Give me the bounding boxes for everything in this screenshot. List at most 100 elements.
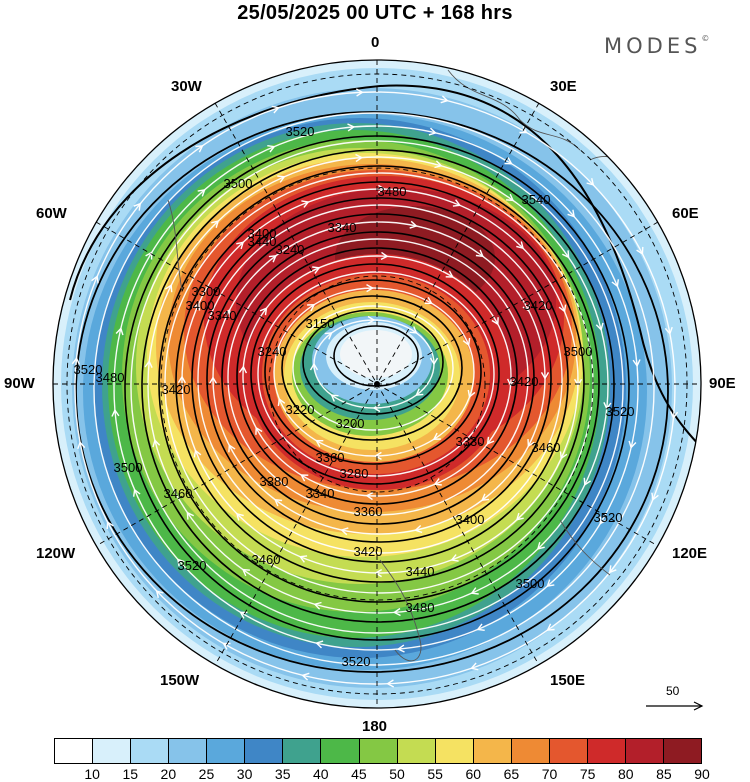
contour-label: 3500: [114, 460, 143, 475]
colorbar-tick-label: 80: [617, 766, 634, 782]
arrowhead: [106, 520, 114, 530]
contour-label: 3240: [258, 344, 287, 359]
streamline: [164, 172, 594, 594]
arrowhead: [470, 662, 479, 671]
arrowhead: [504, 157, 513, 165]
arrowhead: [434, 160, 443, 169]
arrowhead: [611, 279, 619, 288]
contour-line: [264, 279, 482, 465]
arrowhead: [628, 440, 637, 449]
contour-label: 3360: [316, 450, 345, 465]
arrowhead: [559, 451, 568, 460]
contour-label: 3200: [336, 416, 365, 431]
arrowhead: [450, 554, 459, 562]
arrowhead: [133, 488, 141, 497]
colorbar-tick-label: 20: [160, 766, 177, 782]
arrowhead: [372, 403, 381, 413]
contour-line: [158, 165, 600, 603]
contour-label: 3480: [96, 370, 125, 385]
map-title: 25/05/2025 00 UTC + 168 hrs: [237, 2, 513, 24]
arrowhead: [340, 527, 349, 536]
arrowhead: [374, 451, 382, 461]
arrowhead: [238, 365, 248, 374]
streamline: [181, 188, 579, 574]
colorbar-cell: [169, 739, 208, 763]
arrowhead: [558, 304, 567, 313]
lon-label-30e: 30E: [550, 78, 577, 95]
arrowhead: [271, 105, 280, 114]
arrowhead: [536, 542, 545, 550]
arrowhead: [177, 375, 187, 384]
arrowhead: [267, 145, 276, 153]
lon-label-30w: 30W: [171, 78, 202, 95]
contour-label: 3340: [208, 308, 237, 323]
arrowhead: [380, 251, 389, 261]
colorbar-cell: [511, 739, 550, 763]
lon-label-90w: 90W: [4, 375, 35, 392]
arrowhead: [386, 679, 395, 688]
coastline-australia: [559, 519, 611, 576]
latitude-circle: [66, 73, 688, 695]
colorbar-cell: [625, 739, 664, 763]
arrowhead: [312, 266, 321, 274]
arrowhead: [586, 178, 595, 186]
map-boundary: [52, 59, 702, 709]
arrowhead: [432, 432, 441, 441]
arrowhead: [475, 249, 484, 258]
arrowhead: [347, 123, 356, 132]
arrowhead: [177, 558, 185, 567]
colorbar-tick-labels: 10 15 20 25 30 35 40 45 50 55 60 65 70 75 80 85 90: [0, 766, 750, 782]
streamline: [74, 91, 676, 685]
contour-label: 3500: [516, 576, 545, 591]
arrowhead: [274, 498, 283, 507]
contour-label: 3460: [532, 440, 561, 455]
colorbar-tick-label: 85: [656, 766, 672, 782]
contour-label: 3380: [260, 474, 289, 489]
colorbar-tick-label: 90: [694, 766, 710, 782]
arrowhead: [192, 302, 201, 311]
contour-label: 3420: [524, 298, 553, 313]
arrowhead: [636, 246, 644, 256]
arrowhead: [522, 303, 530, 312]
arrowhead: [197, 189, 206, 197]
arrowhead: [255, 426, 263, 435]
arrowhead: [298, 555, 308, 563]
arrowhead: [429, 357, 439, 366]
arrowhead: [486, 436, 495, 445]
colorbar-tick-label: 60: [465, 766, 482, 782]
contour-label: 3460: [252, 552, 281, 567]
arrowhead: [315, 640, 324, 649]
arrowhead: [77, 441, 86, 450]
arrowhead: [396, 644, 405, 653]
contour-label: 3150: [306, 316, 335, 331]
contour-label: 3400: [186, 298, 215, 313]
contour-line: [75, 111, 669, 673]
colorbar-tick-label: 70: [541, 766, 558, 782]
arrowhead: [452, 199, 462, 207]
arrowhead: [115, 327, 124, 336]
arrowhead: [527, 439, 535, 448]
vector-reference-label: 50: [666, 684, 680, 698]
vector-reference-arrow: [646, 701, 704, 711]
colorbar-tick-label: 35: [274, 766, 291, 782]
arrowhead: [392, 607, 401, 617]
contour-label: 3330: [456, 434, 485, 449]
arrowhead: [236, 512, 244, 521]
contour-label: 3420: [162, 382, 191, 397]
streamline: [93, 112, 655, 666]
latitude-circle: [268, 275, 486, 493]
arrowhead: [165, 284, 173, 293]
contour-line: [175, 181, 585, 583]
colorbar-cell: [321, 739, 360, 763]
colorbar-tick-label: 65: [503, 766, 520, 782]
arrowhead: [133, 202, 142, 211]
contour-label: 3480: [406, 600, 435, 615]
arrowhead: [315, 439, 324, 448]
contour-line: [206, 213, 552, 543]
colorbar-cell: [473, 739, 512, 763]
lon-label-90e: 90E: [709, 375, 736, 392]
arrowhead: [307, 303, 316, 312]
colorbar-tick-label: 50: [389, 766, 405, 782]
arrowhead: [440, 95, 449, 104]
